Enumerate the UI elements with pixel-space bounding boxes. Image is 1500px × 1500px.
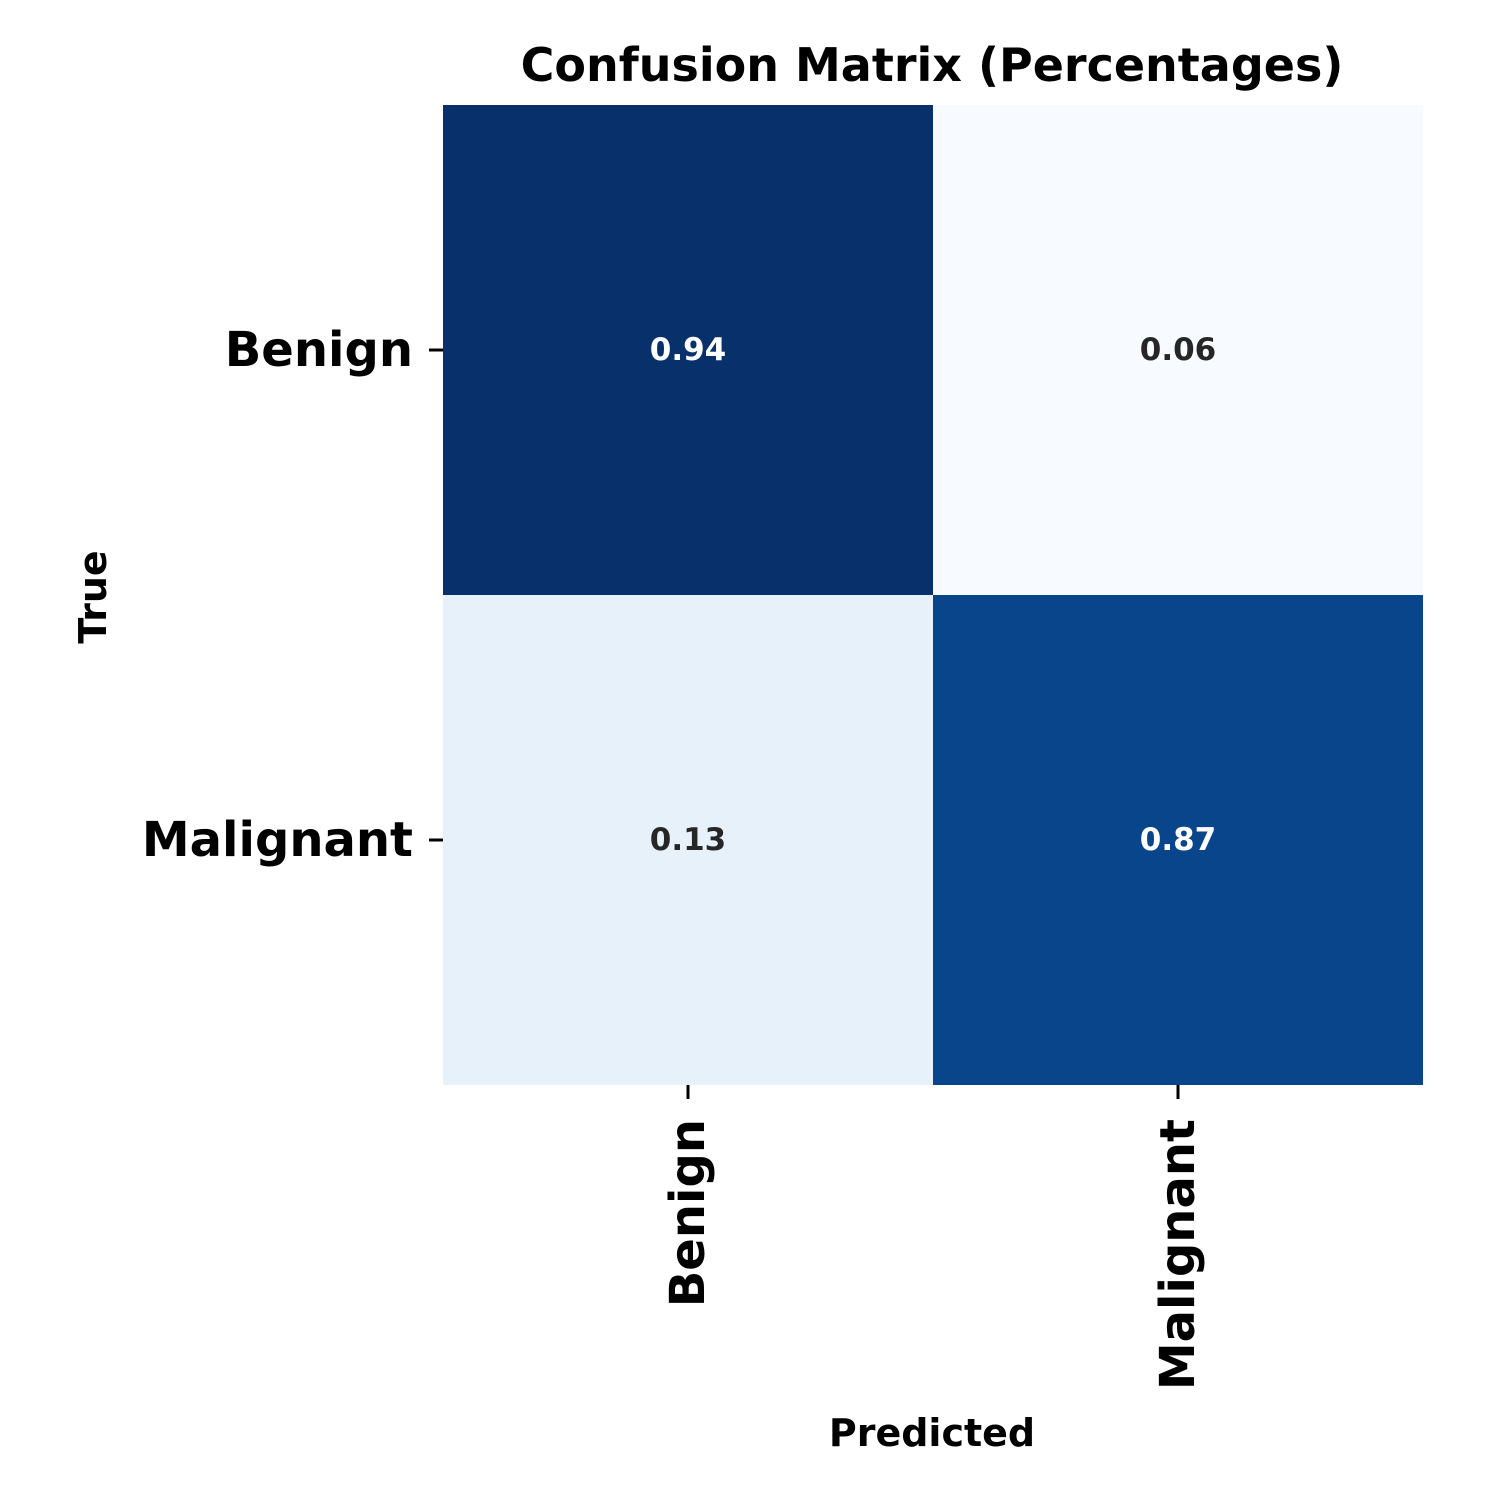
heatmap-cell xyxy=(443,105,933,595)
heatmap-cell-value: 0.87 xyxy=(1140,822,1217,858)
heatmap-cells xyxy=(443,105,1423,1085)
heatmap-cell-value: 0.06 xyxy=(1140,332,1217,368)
heatmap-cell xyxy=(933,595,1423,1085)
heatmap-cell-value: 0.13 xyxy=(650,822,727,858)
x-axis-label: Predicted xyxy=(829,1411,1035,1455)
heatmap-cell xyxy=(443,595,933,1085)
y-tick-label: Benign xyxy=(225,322,413,378)
y-tick-label: Malignant xyxy=(142,812,413,868)
heatmap-cell xyxy=(933,105,1423,595)
x-tick-label: Benign xyxy=(660,1119,716,1307)
heatmap-cell-labels: 0.94 0.06 0.13 0.87 xyxy=(650,332,1217,858)
x-axis-ticks: Benign Malignant xyxy=(660,1085,1206,1390)
y-axis-label: True xyxy=(71,550,115,643)
x-tick-label: Malignant xyxy=(1150,1119,1206,1390)
heatmap-cell-value: 0.94 xyxy=(650,332,727,368)
y-axis-ticks: Benign Malignant xyxy=(142,322,443,868)
chart-title: Confusion Matrix (Percentages) xyxy=(521,38,1344,92)
